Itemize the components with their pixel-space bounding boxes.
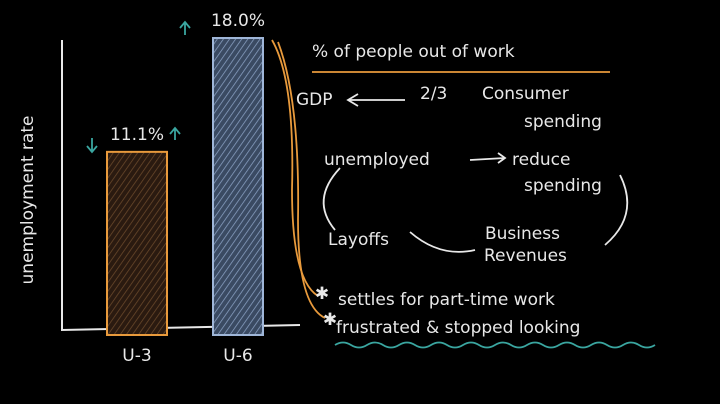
annotation: Consumer [482,84,569,104]
squiggle [334,341,656,349]
annotation: settles for part-time work [338,290,555,310]
star: ✱ [323,310,337,330]
annotation: unemployed [324,150,430,170]
annotation: % of people out of work [312,42,515,62]
arrow [346,93,405,107]
value-label: 18.0% [211,11,265,31]
orange-link [271,39,319,297]
annotation: spending [524,112,602,132]
down-arrow [86,138,98,154]
annotation: Layoffs [328,230,389,250]
annotation: 2/3 [420,84,447,104]
arrow [409,231,476,253]
arrow [469,152,507,164]
annotation: GDP [296,90,333,110]
annotation: spending [524,176,602,196]
annotation: Revenues [484,246,567,266]
annotation: frustrated & stopped looking [336,318,580,338]
y-axis-label: unemployment rate [18,116,38,285]
annotation: reduce [512,150,570,170]
up-arrow [179,20,191,35]
decorations [86,20,656,349]
x-tick-label: U-6 [223,346,252,366]
star: ✱ [315,284,329,304]
annotation: Business [485,224,560,244]
axis-line [61,40,301,332]
arrow [322,167,341,231]
bar [212,37,264,336]
arrow [604,174,629,246]
value-label: 11.1% [110,125,164,145]
bar [106,150,168,336]
up-arrow [169,126,181,140]
orange-link [277,41,326,319]
x-tick-label: U-3 [122,346,151,366]
axes [61,40,301,332]
